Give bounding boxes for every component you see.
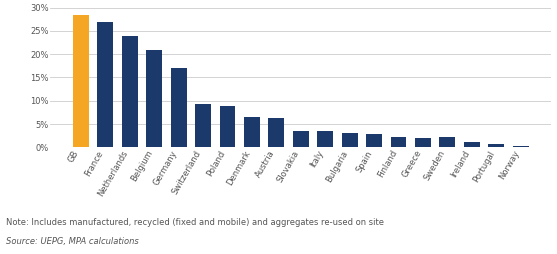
Bar bbox=[390, 137, 407, 147]
Bar bbox=[366, 134, 382, 147]
Bar bbox=[415, 138, 431, 147]
Text: Source: UEPG, MPA calculations: Source: UEPG, MPA calculations bbox=[6, 237, 138, 246]
Bar bbox=[195, 104, 211, 147]
Bar bbox=[439, 137, 455, 147]
Bar bbox=[244, 117, 260, 147]
Bar bbox=[170, 68, 187, 147]
Bar bbox=[97, 22, 113, 147]
Bar bbox=[122, 36, 138, 147]
Bar bbox=[341, 133, 358, 147]
Bar bbox=[513, 146, 529, 147]
Bar bbox=[488, 144, 504, 147]
Bar bbox=[268, 118, 284, 147]
Bar bbox=[317, 131, 333, 147]
Bar bbox=[73, 15, 89, 147]
Bar bbox=[293, 131, 309, 147]
Bar bbox=[219, 106, 236, 147]
Bar bbox=[464, 142, 480, 147]
Text: Note: Includes manufactured, recycled (fixed and mobile) and aggregates re-used : Note: Includes manufactured, recycled (f… bbox=[6, 218, 384, 227]
Bar bbox=[146, 50, 162, 147]
